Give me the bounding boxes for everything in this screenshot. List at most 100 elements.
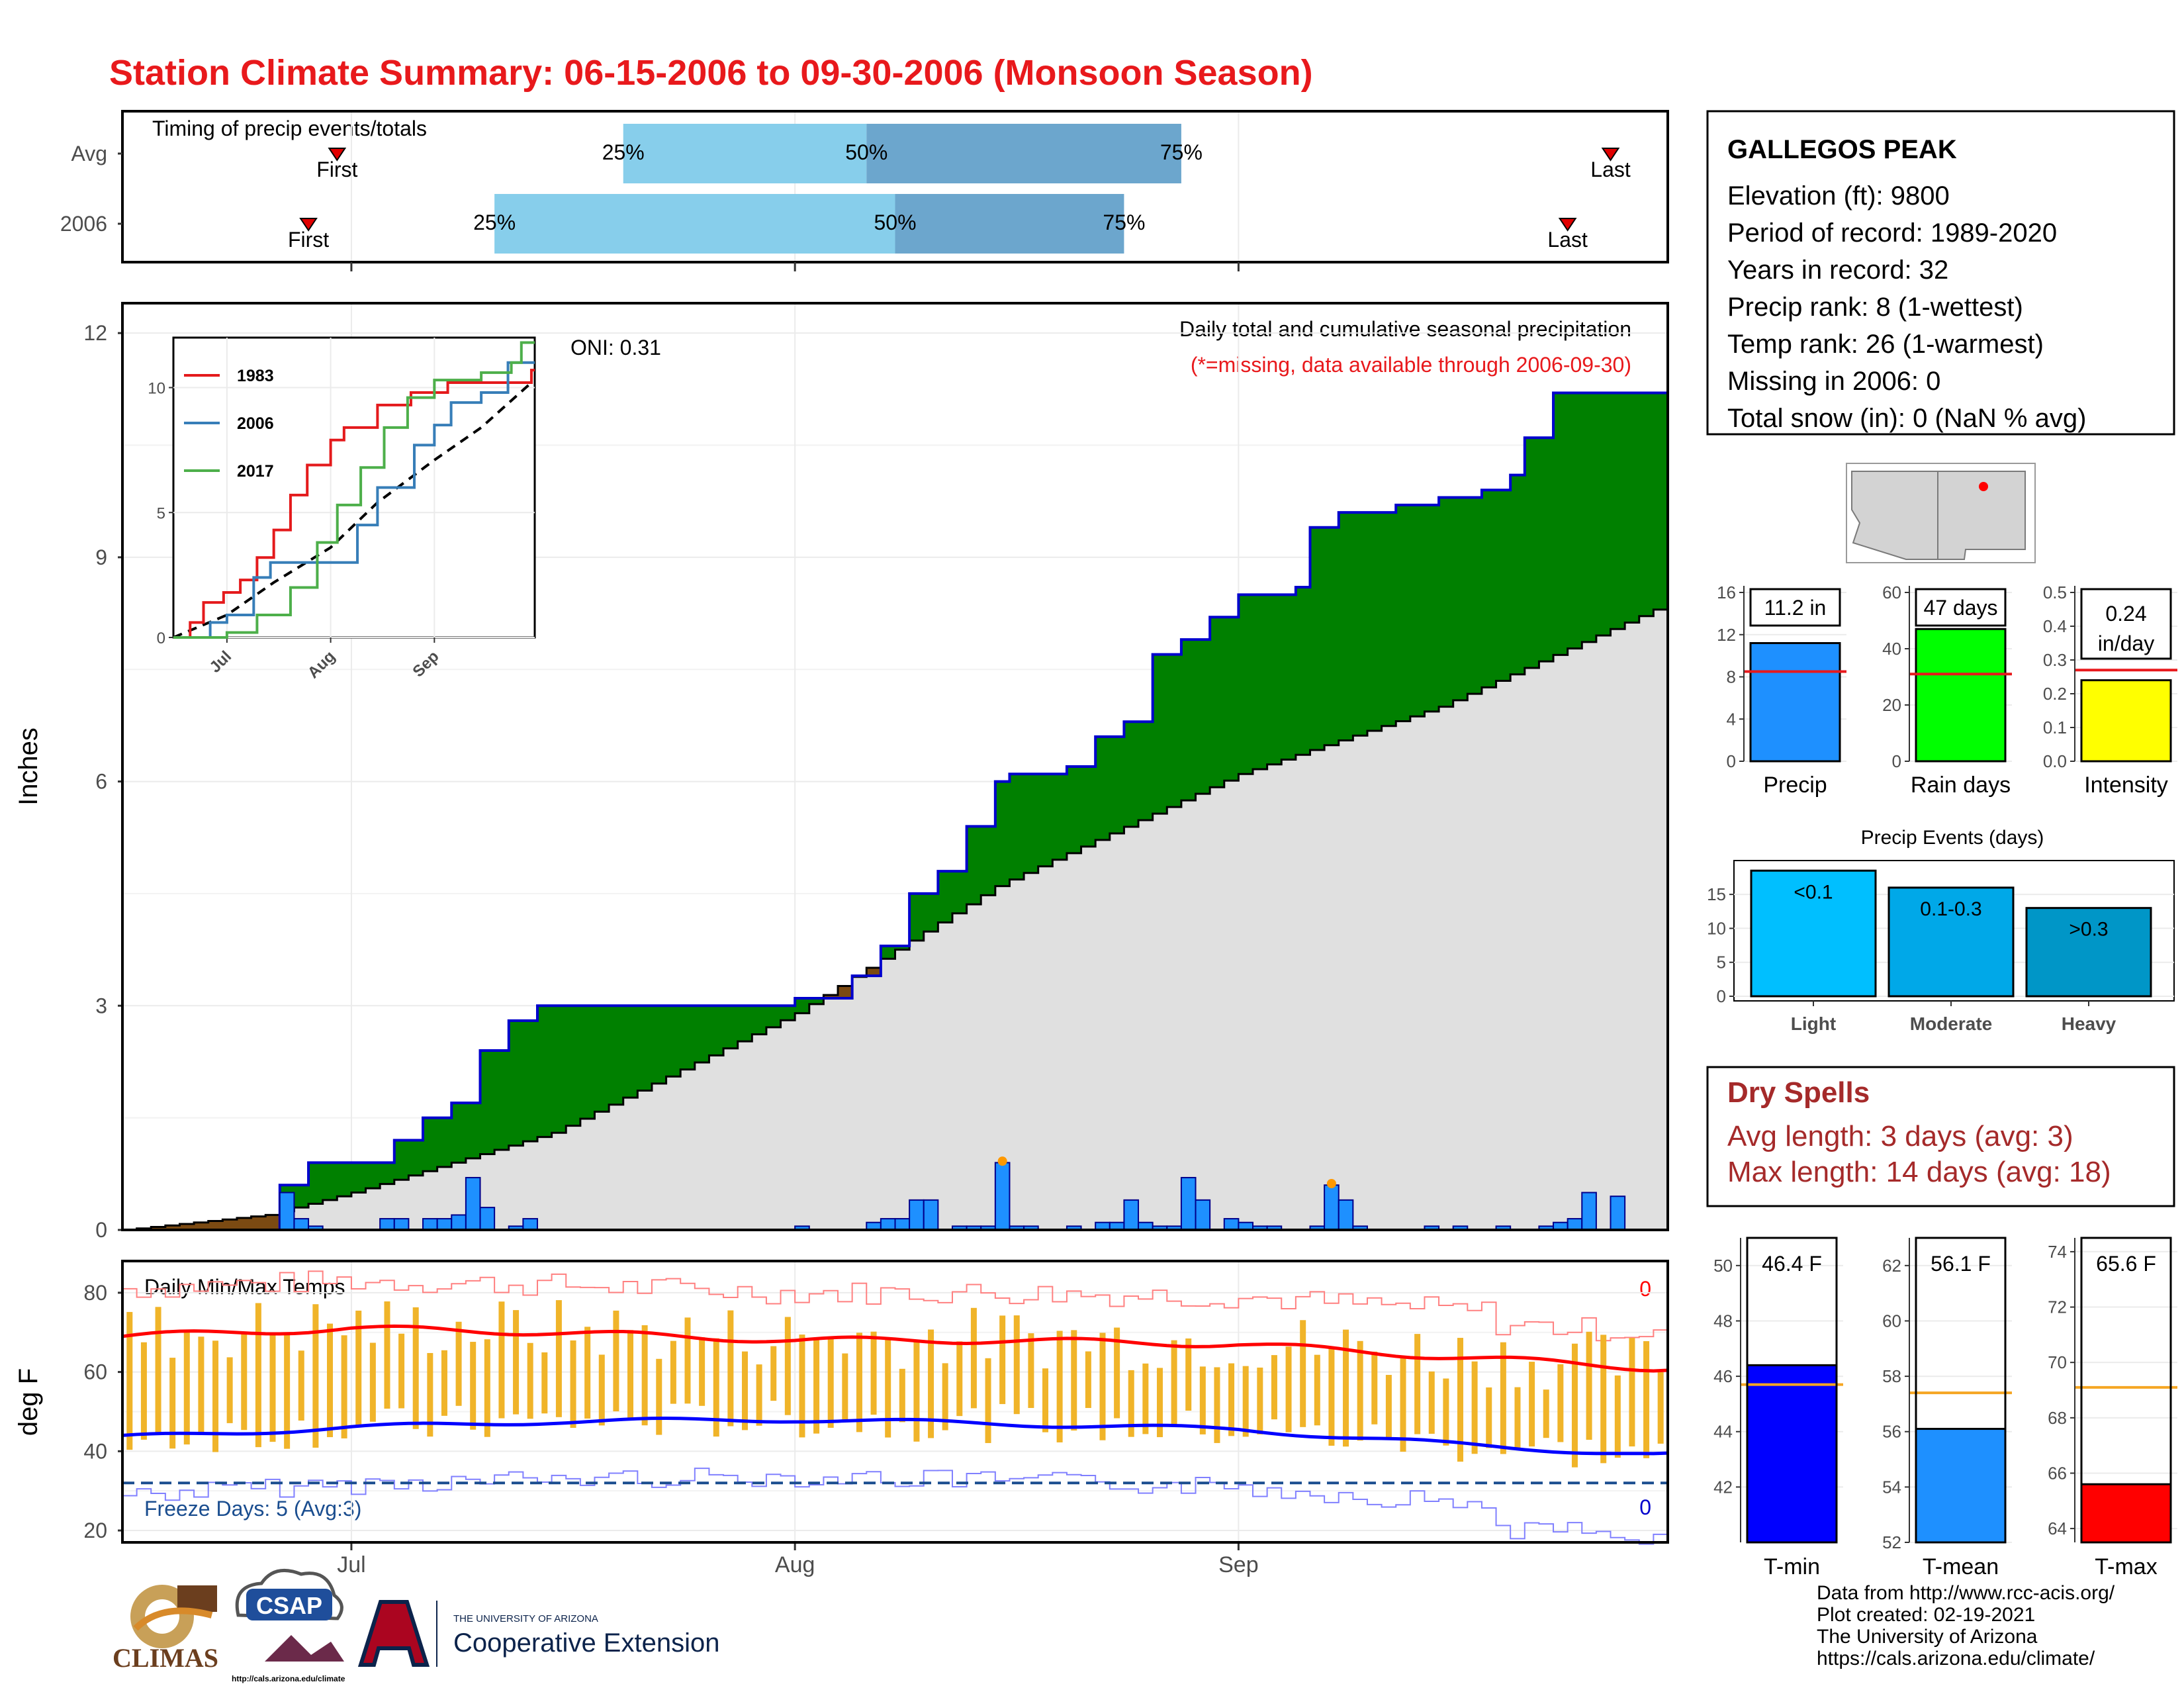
daily-temp-range-bar (956, 1341, 963, 1417)
summary-ytick-label: 8 (1727, 667, 1736, 687)
summary-ytick-label: 0.0 (2043, 751, 2067, 771)
precip-subtitle: Daily total and cumulative seasonal prec… (1179, 317, 1631, 341)
daily-temp-range-bar (713, 1338, 719, 1437)
summary-value-bar (1749, 642, 1841, 763)
ua-big-text: Cooperative Extension (453, 1628, 719, 1658)
daily-temp-range-bar (427, 1352, 433, 1437)
summary-value-box (1749, 588, 1841, 627)
events-ytick-label: 15 (1707, 884, 1726, 904)
inset-legend-label: 1983 (237, 367, 274, 385)
summary-ytick-label: 20 (1882, 695, 1901, 715)
record-min-line (122, 1468, 1668, 1545)
daily-temp-range-bar (513, 1310, 520, 1415)
station-years: Years in record: 32 (1727, 256, 1949, 285)
daily-temp-range-bar (1042, 1368, 1049, 1432)
temp-ytick-label: 20 (83, 1519, 107, 1542)
daily-temp-range-bar (1328, 1348, 1335, 1446)
summary-ytick-label: 12 (1717, 625, 1736, 645)
observed-cumulative-line (122, 391, 1668, 1231)
precip-panel: Inches ONI: 0.31 Daily total and cumulat… (14, 302, 1669, 1242)
temp-panel-label: Daily Min/Max Temps (144, 1275, 345, 1299)
daily-precip-bar (1223, 1218, 1240, 1231)
inset-series-2017 (173, 341, 535, 639)
station-info-box (1706, 110, 2175, 436)
climas-swoosh (133, 1607, 213, 1631)
summary-bar-label: Precip (1763, 773, 1827, 798)
timing-last-marker (1601, 148, 1620, 162)
dry-spells-title: Dry Spells (1727, 1076, 1870, 1109)
temp-summary-panel: 42 44 46 48 50 46.4 F T-min (1713, 1237, 1843, 1579)
precip-ytick-label: 0 (95, 1218, 107, 1242)
daily-temp-range-bar (341, 1335, 347, 1438)
credit-line: Data from http://www.rcc-acis.org/ (1817, 1582, 2115, 1604)
summary-value-bar (2080, 679, 2172, 763)
temp-summary-ytick-label: 70 (2048, 1352, 2067, 1372)
events-bar-label: Heavy (2062, 1013, 2116, 1034)
avg-min-temp-line (122, 1416, 1668, 1456)
daily-temp-range-bar (1214, 1367, 1220, 1443)
ua-small-text: THE UNIVERSITY OF ARIZONA (453, 1613, 598, 1624)
daily-temp-range-bar (269, 1334, 276, 1442)
temp-frame-top (121, 1260, 1669, 1544)
temp-summary-ytick-label: 74 (2048, 1242, 2067, 1262)
dry-spells-box (1706, 1066, 2175, 1207)
daily-temp-range-bar (1629, 1338, 1635, 1447)
daily-temp-range-bar (398, 1333, 405, 1409)
arizona-shape (1851, 471, 1938, 560)
daily-temp-range-bar (899, 1368, 905, 1423)
temp-ytick-label: 40 (83, 1439, 107, 1463)
daily-temp-range-bar (1071, 1330, 1077, 1431)
climas-emblem-block (177, 1585, 217, 1612)
temp-summary-frame (1915, 1237, 2007, 1544)
timing-first-label: First (288, 228, 329, 252)
daily-temp-range-bar (1343, 1329, 1349, 1447)
daily-precip-bar (994, 1162, 1011, 1231)
temp-summary-ytick-label: 62 (1882, 1256, 1901, 1276)
events-bar (1750, 869, 1877, 998)
timing-last-label: Last (1547, 228, 1588, 252)
temp-summary-label: T-max (2095, 1554, 2157, 1579)
timing-p75-label: 75% (1103, 211, 1145, 234)
dry-spells-max: Max length: 14 days (avg: 18) (1727, 1156, 2111, 1188)
daily-precip-bar (422, 1218, 438, 1231)
credit-line: https://cals.arizona.edu/climate/ (1817, 1648, 2095, 1669)
events-bar-label: Light (1791, 1013, 1836, 1034)
summary-ytick-label: 0.1 (2043, 718, 2067, 737)
x-axis-tick-label: Sep (1218, 1552, 1259, 1577)
temp-summary-label: T-min (1764, 1554, 1820, 1579)
daily-temp-range-bar (770, 1346, 777, 1401)
temp-summary-ytick-label: 64 (2048, 1519, 2067, 1538)
events-range-label: 0.1-0.3 (1920, 898, 1981, 920)
summary-bar-panel: 0.0 0.1 0.2 0.3 0.4 0.5 0.24 in/day Intensity (2043, 583, 2177, 798)
temp-summary-ytick-label: 52 (1882, 1532, 1901, 1552)
inset-series-2006 (173, 361, 535, 639)
timing-first-marker (328, 148, 347, 162)
daily-temp-range-bar (1643, 1341, 1650, 1458)
daily-precip-bar (479, 1207, 496, 1231)
summary-ytick-label: 0.2 (2043, 684, 2067, 704)
events-ytick-label: 5 (1717, 953, 1726, 972)
daily-temp-range-bar (613, 1310, 619, 1412)
daily-temp-range-bar (1657, 1372, 1664, 1444)
daily-temp-range-bar (1600, 1335, 1607, 1464)
daily-temp-range-bar (942, 1363, 948, 1430)
csap-badge (246, 1589, 332, 1620)
summary-ytick-label: 0.3 (2043, 650, 2067, 670)
summary-ytick-label: 60 (1882, 583, 1901, 602)
timing-p75-label: 75% (1160, 140, 1203, 164)
temp-summary-ytick-label: 48 (1713, 1311, 1733, 1331)
x-axis-tick-label: Jul (337, 1552, 365, 1577)
daily-temp-range-bar (684, 1317, 691, 1404)
timing-p50-label: 50% (874, 211, 916, 234)
temp-summary-ytick-label: 42 (1713, 1477, 1733, 1497)
record-day-marker (1326, 1179, 1336, 1188)
temp-summary-ytick-label: 68 (2048, 1408, 2067, 1428)
daily-temp-range-bar (1171, 1340, 1177, 1427)
precip-ylabel: Inches (14, 727, 43, 806)
daily-temp-range-bar (1099, 1333, 1106, 1440)
inset-avg-line (173, 381, 533, 639)
timing-last-label: Last (1590, 158, 1631, 181)
daily-temp-range-bar (584, 1327, 591, 1419)
timing-bar-25-50 (623, 124, 867, 183)
